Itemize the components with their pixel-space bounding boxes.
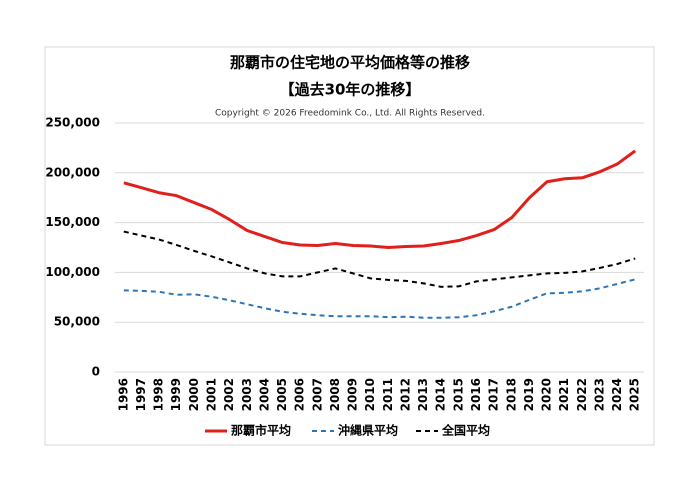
x-tick-label: 2001 — [204, 378, 218, 411]
y-tick-label: 250,000 — [45, 116, 100, 130]
x-tick-label: 2019 — [522, 378, 536, 411]
x-tick-label: 2018 — [504, 378, 518, 411]
x-tick-label: 2010 — [363, 378, 377, 411]
x-tick-label: 1997 — [134, 378, 148, 411]
x-tick-label: 1998 — [152, 378, 166, 411]
chart-subtitle: 【過去30年の推移】 — [280, 81, 421, 99]
y-tick-label: 50,000 — [54, 315, 100, 329]
legend-label: 全国平均 — [441, 423, 490, 438]
y-tick-label: 150,000 — [45, 215, 100, 229]
x-tick-label: 2015 — [451, 378, 465, 411]
x-tick-label: 2014 — [434, 378, 448, 411]
legend-label: 那覇市平均 — [231, 423, 291, 438]
x-tick-label: 2003 — [240, 378, 254, 411]
x-tick-label: 2006 — [293, 378, 307, 411]
x-tick-label: 2007 — [310, 378, 324, 411]
x-tick-label: 1999 — [169, 378, 183, 411]
x-tick-label: 1996 — [116, 378, 130, 411]
series-line — [123, 230, 636, 288]
x-tick-label: 2023 — [592, 378, 606, 411]
x-tick-label: 2024 — [610, 378, 624, 411]
x-tick-label: 2009 — [346, 378, 360, 411]
x-tick-label: 2011 — [381, 378, 395, 411]
series-line — [123, 278, 636, 319]
x-tick-label: 2013 — [416, 378, 430, 411]
x-tick-label: 2012 — [398, 378, 412, 411]
x-tick-label: 2022 — [575, 378, 589, 411]
series-line — [123, 149, 637, 249]
y-tick-label: 100,000 — [45, 265, 100, 279]
x-tick-label: 2017 — [487, 378, 501, 411]
x-tick-label: 2020 — [540, 378, 554, 411]
copyright: Copyright © 2026 Freedomink Co., Ltd. Al… — [215, 109, 485, 119]
x-tick-label: 2005 — [275, 378, 289, 411]
y-tick-label: 200,000 — [45, 165, 100, 179]
x-tick-label: 2002 — [222, 378, 236, 411]
x-tick-label: 2004 — [257, 378, 271, 411]
chart-title: 那覇市の住宅地の平均価格等の推移 — [230, 54, 470, 72]
x-tick-label: 2008 — [328, 378, 342, 411]
x-tick-label: 2000 — [187, 378, 201, 411]
legend-label: 沖縄県平均 — [338, 423, 398, 438]
x-tick-label: 2025 — [628, 378, 642, 411]
y-tick-label: 0 — [92, 365, 100, 379]
x-tick-label: 2021 — [557, 378, 571, 411]
x-tick-label: 2016 — [469, 378, 483, 411]
